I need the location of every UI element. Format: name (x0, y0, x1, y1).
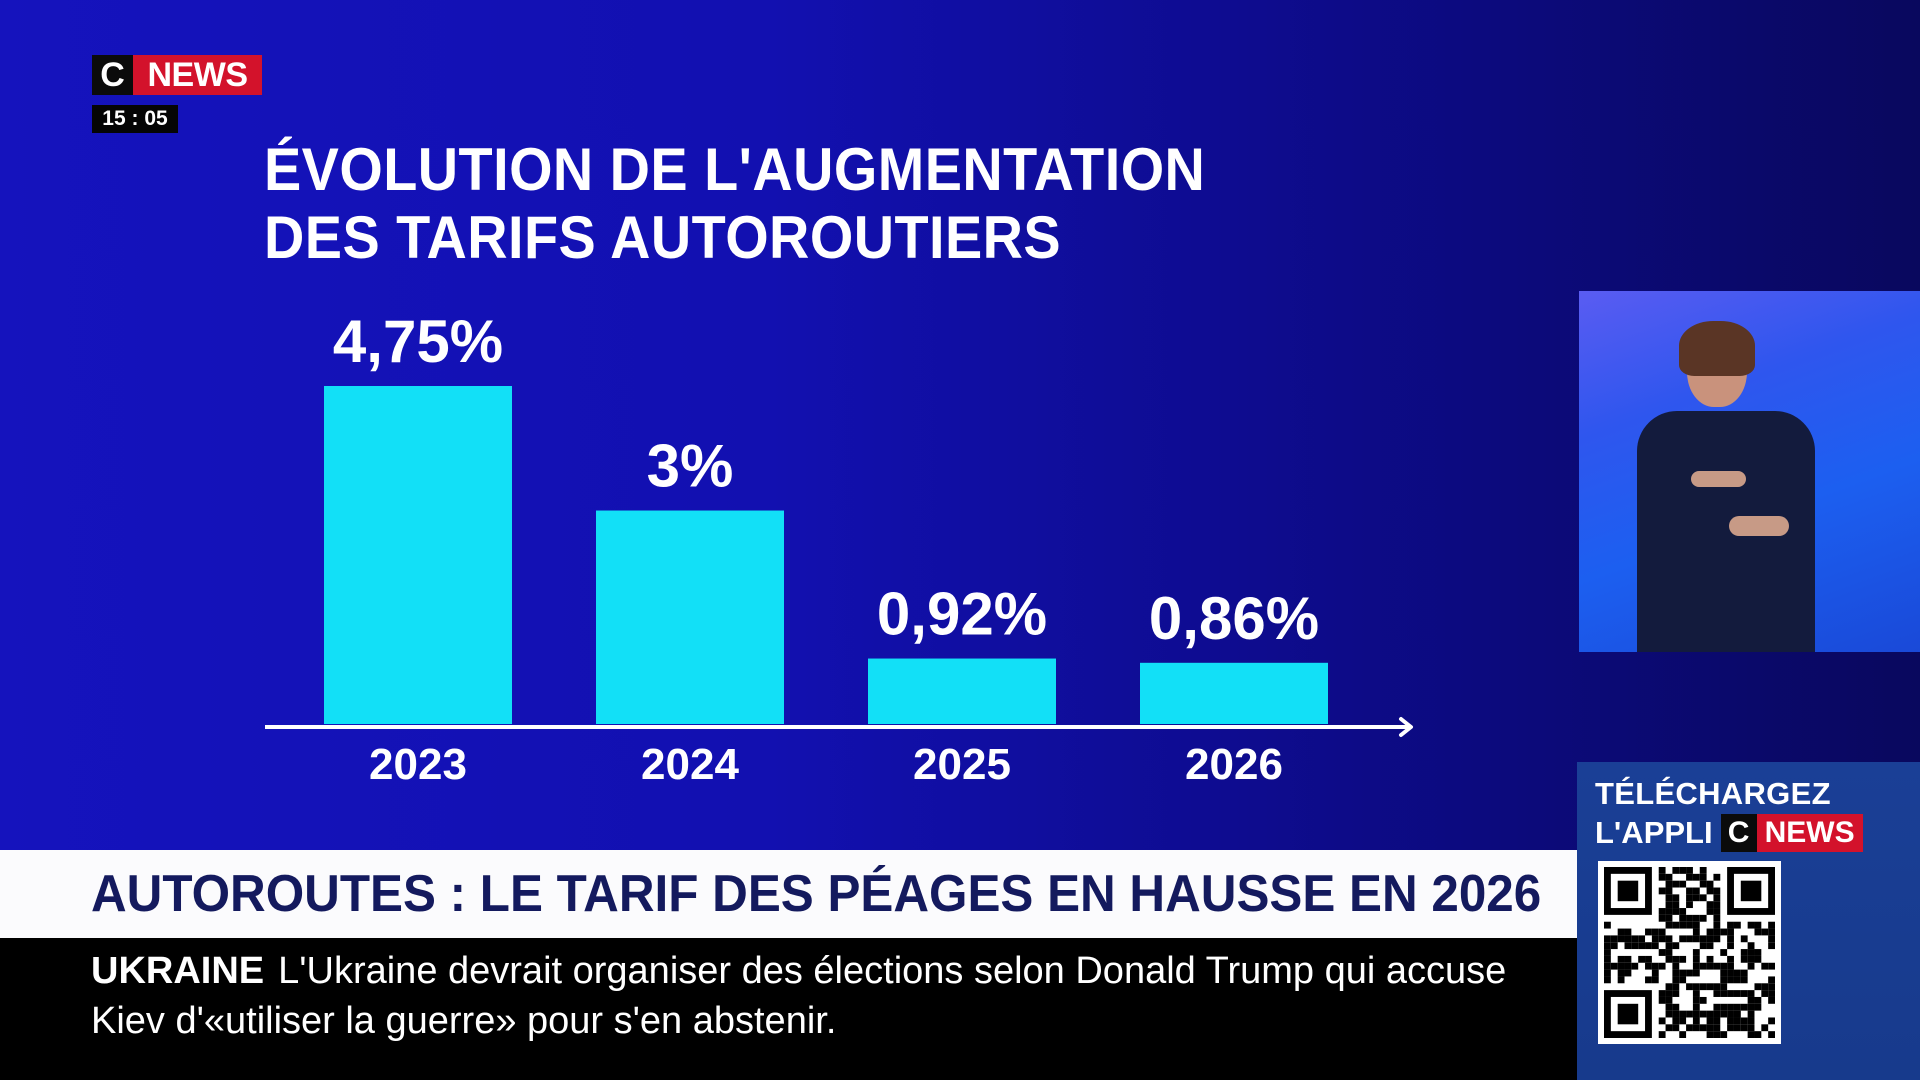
ticker-text: L'Ukraine devrait organiser des élection… (91, 950, 1507, 1042)
bar-2026 (1140, 662, 1328, 724)
ticker-tag: UKRAINE (91, 950, 265, 992)
app-promo-line2-text: L'APPLI (1595, 815, 1713, 850)
interpreter-body (1637, 411, 1815, 652)
interpreter-hand (1691, 471, 1746, 487)
app-promo-line2: L'APPLI C NEWS (1595, 814, 1863, 852)
app-logo-c: C (1720, 814, 1757, 852)
app-promo-panel: TÉLÉCHARGEZ L'APPLI C NEWS (1577, 762, 1920, 1080)
chart-title-line1: ÉVOLUTION DE L'AUGMENTATION (264, 136, 1206, 203)
data-label-2024: 3% (647, 433, 734, 500)
x-tick-label-2024: 2024 (641, 740, 739, 789)
interpreter-hand (1729, 516, 1789, 536)
app-logo-news: NEWS (1756, 814, 1863, 852)
bar-2025 (868, 658, 1056, 724)
interpreter-hair (1679, 321, 1755, 376)
sign-language-interpreter-video (1579, 291, 1920, 652)
logo-c: C (92, 55, 133, 95)
app-promo-line1: TÉLÉCHARGEZ (1595, 776, 1831, 811)
qr-code-pattern (1604, 867, 1775, 1038)
chart-title-line2: DES TARIFS AUTOROUTIERS (264, 204, 1062, 271)
bar-2024 (596, 510, 784, 724)
news-ticker: UKRAINE L'Ukraine devrait organiser des é… (0, 938, 1578, 1080)
ticker-content: UKRAINE L'Ukraine devrait organiser des é… (91, 946, 1551, 1046)
x-tick-label-2026: 2026 (1185, 740, 1283, 789)
data-label-2023: 4,75% (333, 308, 503, 375)
x-tick-label-2023: 2023 (369, 740, 467, 789)
qr-code-icon[interactable] (1598, 861, 1781, 1044)
x-tick-label-2025: 2025 (913, 740, 1011, 789)
headline-band: AUTOROUTES : LE TARIF DES PÉAGES EN HAUS… (0, 850, 1578, 938)
clock: 15 : 05 (92, 105, 178, 133)
x-axis-arrow-icon (1399, 717, 1413, 737)
data-label-2025: 0,92% (877, 581, 1047, 648)
data-label-2026: 0,86% (1149, 585, 1319, 652)
chart-title: ÉVOLUTION DE L'AUGMENTATION DES TARIFS A… (264, 136, 1205, 272)
logo-news: NEWS (133, 55, 262, 95)
headline-text: AUTOROUTES : LE TARIF DES PÉAGES EN HAUS… (91, 865, 1542, 923)
channel-logo: C NEWS (92, 55, 262, 95)
bar-2023 (324, 386, 512, 724)
